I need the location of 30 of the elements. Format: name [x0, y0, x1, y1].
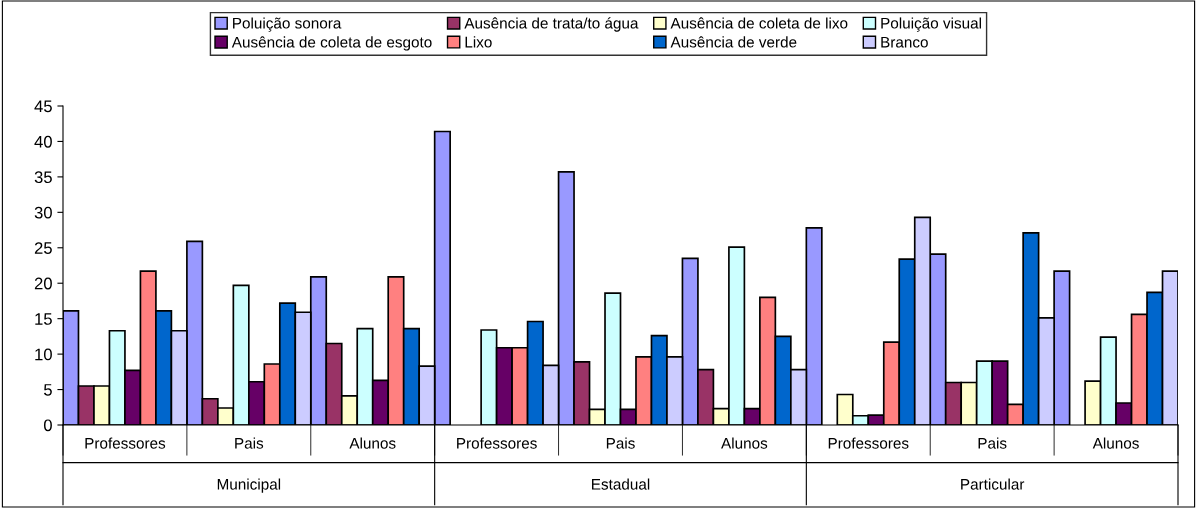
y-tick-label: 0 [43, 419, 52, 432]
text: Estadual [592, 478, 650, 490]
x-tick-label: Pais [235, 437, 264, 449]
x-tick-label: Alunos [721, 437, 768, 449]
y-tick-label: 20 [34, 277, 52, 290]
legend-label: Ausência de verde [670, 36, 797, 48]
legend-label: Ausência de coleta de lixo [670, 17, 848, 29]
legend-label: Lixo [465, 36, 492, 48]
legend-label: Poluição sonora [233, 17, 342, 32]
x-tick-label: Alunos [1092, 437, 1139, 449]
x-tick-label: Professores [457, 437, 537, 449]
text: Municipal [217, 478, 281, 493]
legend-label: Poluição visual [881, 17, 981, 32]
y-tick-label: 40 [34, 135, 52, 148]
x-tick-label: Professores [828, 437, 909, 449]
legend-label: Ausência de trata/to água [464, 17, 639, 32]
y-tick-label: 35 [34, 171, 52, 184]
x-tick-label: Professores [85, 437, 166, 449]
y-tick-label: 5 [43, 384, 52, 396]
text: Particular [961, 478, 1025, 490]
y-tick-label: 45 [34, 100, 52, 113]
y-tick-label: 30 [34, 206, 52, 219]
y-tick-label: 15 [35, 313, 52, 325]
legend-label: Ausência de coleta de esgoto [231, 36, 432, 51]
x-tick-label: Pais [606, 437, 635, 449]
y-tick-label: 25 [34, 242, 52, 254]
x-tick-label: Alunos [349, 437, 396, 449]
x-tick-label: Pais [978, 437, 1007, 449]
y-tick-label: 10 [35, 348, 52, 361]
legend-label: Branco [881, 36, 928, 48]
